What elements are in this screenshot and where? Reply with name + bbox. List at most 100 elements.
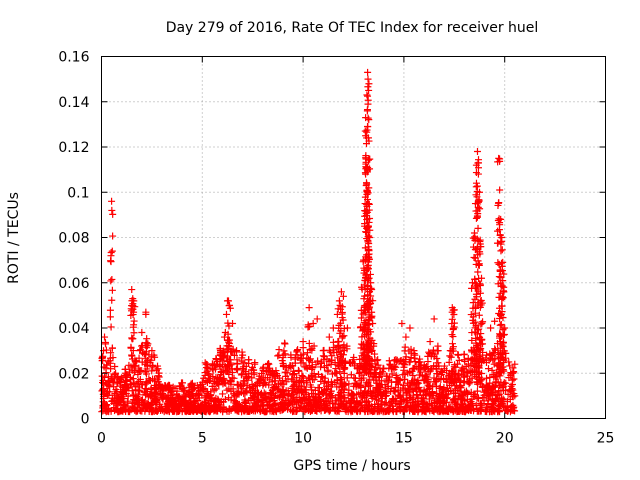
data-point-bg [289, 395, 297, 403]
data-point [402, 333, 410, 341]
data-point-bg [268, 407, 276, 415]
data-point-bg [359, 394, 367, 402]
data-point-bg [420, 387, 428, 395]
data-point-bg [369, 387, 377, 395]
data-point-bg [413, 391, 421, 399]
data-point-bg [229, 385, 237, 393]
data-point [505, 358, 513, 366]
data-point-streak [362, 154, 370, 162]
data-point-bg [424, 381, 432, 389]
data-point-bg [410, 408, 418, 416]
data-point-bg [330, 344, 338, 352]
data-point-bg [221, 395, 229, 403]
data-point-bg [439, 393, 447, 401]
y-tick-label: 0.12 [58, 140, 89, 156]
data-point-bg [201, 359, 209, 367]
data-point-bg [347, 371, 355, 379]
data-point [511, 360, 519, 368]
data-point-bg [196, 406, 204, 414]
data-point-bg [426, 391, 434, 399]
data-point-streak [449, 347, 457, 355]
data-point [259, 365, 267, 373]
data-point-streak [130, 317, 138, 325]
data-point-streak [364, 92, 372, 100]
data-point-bg [310, 376, 318, 384]
data-point-bg [371, 350, 379, 358]
data-point-bg [170, 397, 178, 405]
data-point [305, 304, 313, 312]
data-point-bg [345, 386, 353, 394]
data-point-bg [255, 375, 263, 383]
data-point-bg [299, 344, 307, 352]
data-point-streak [364, 354, 372, 362]
data-point-bg [234, 387, 242, 395]
data-point-bg [445, 358, 453, 366]
data-point-bg [178, 396, 186, 404]
data-point-bg [340, 385, 348, 393]
data-point-bg [142, 391, 150, 399]
data-point-streak [449, 306, 457, 314]
data-point-bg [237, 371, 245, 379]
data-point-bg [115, 408, 123, 416]
data-point-bg [463, 389, 471, 397]
data-point-bg [455, 356, 463, 364]
data-point-streak [498, 246, 506, 254]
data-point-streak [470, 253, 478, 261]
data-point-bg [225, 394, 233, 402]
data-point-streak [106, 313, 114, 321]
data-point-bg [299, 377, 307, 385]
data-point-streak [451, 361, 459, 369]
data-point-bg [377, 381, 385, 389]
data-point-streak [499, 277, 507, 285]
data-point-streak [474, 159, 482, 167]
data-point-bg [257, 402, 265, 410]
data-point-bg [394, 388, 402, 396]
data-point-bg [219, 390, 227, 398]
data-point [208, 365, 216, 373]
data-point-streak [224, 345, 232, 353]
data-point-bg [445, 387, 453, 395]
data-point-streak [368, 312, 376, 320]
data-point-bg [135, 383, 143, 391]
data-point-streak [448, 331, 456, 339]
y-tick-label: 0 [81, 412, 90, 428]
y-tick-label: 0.02 [58, 366, 89, 382]
data-point-bg [388, 406, 396, 414]
data-point-bg [122, 389, 130, 397]
data-point-bg [315, 402, 323, 410]
data-point-bg [409, 365, 417, 373]
data-point-streak [363, 91, 371, 99]
data-point [416, 358, 424, 366]
data-point-streak [367, 328, 375, 336]
data-point-streak [476, 205, 484, 213]
data-point-bg [484, 400, 492, 408]
data-point-bg [421, 364, 429, 372]
data-point-bg [485, 365, 493, 373]
data-point-bg [135, 364, 143, 372]
data-point-bg [411, 351, 419, 359]
data-point-bg [99, 377, 107, 385]
data-point-bg [123, 377, 131, 385]
data-point-streak [130, 329, 138, 337]
data-point-bg [361, 388, 369, 396]
data-point-bg [403, 399, 411, 407]
data-point-bg [408, 377, 416, 385]
data-point-streak [474, 261, 482, 269]
data-point-bg [240, 398, 248, 406]
data-point-bg [223, 386, 231, 394]
data-point-bg [169, 401, 177, 409]
data-point [132, 358, 140, 366]
data-point-streak [361, 193, 369, 201]
data-point-bg [418, 372, 426, 380]
data-point-streak [357, 314, 365, 322]
data-point-streak [362, 163, 370, 171]
data-point-streak [498, 237, 506, 245]
data-point-bg [134, 401, 142, 409]
data-point-bg [346, 406, 354, 414]
data-point-bg [508, 385, 516, 393]
data-point-bg [485, 395, 493, 403]
data-point [108, 197, 116, 205]
data-point-bg [332, 397, 340, 405]
data-point-bg [362, 402, 370, 410]
data-point-bg [342, 402, 350, 410]
